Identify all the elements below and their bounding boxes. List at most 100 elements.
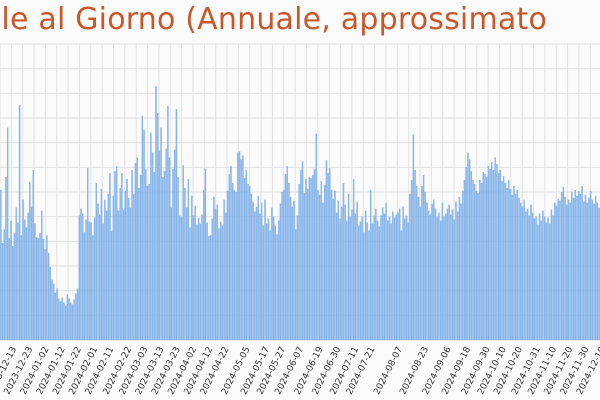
bar <box>122 209 125 341</box>
bar <box>150 132 152 341</box>
bar <box>504 183 507 341</box>
bar <box>139 175 142 341</box>
bar <box>383 213 386 341</box>
bar <box>92 235 94 341</box>
bar <box>458 196 461 341</box>
bar <box>238 151 241 341</box>
bar <box>433 199 435 341</box>
bar <box>359 221 362 341</box>
bar <box>448 204 450 341</box>
bar <box>520 202 522 341</box>
bar <box>501 181 503 341</box>
bar <box>346 220 348 341</box>
bar <box>197 217 200 341</box>
bar <box>93 217 96 341</box>
bar <box>537 224 539 341</box>
bar <box>557 198 559 341</box>
bar <box>472 180 474 341</box>
bar <box>516 189 519 341</box>
bar <box>288 183 290 341</box>
bar <box>513 185 515 341</box>
bar <box>431 203 433 341</box>
bar <box>252 201 254 341</box>
bar <box>485 177 488 341</box>
bar <box>283 189 285 341</box>
bar <box>42 239 45 341</box>
bar <box>220 221 222 341</box>
bar <box>358 225 360 341</box>
bar <box>216 204 219 341</box>
bars-layer <box>0 86 600 341</box>
bar <box>545 222 548 341</box>
bar <box>354 213 357 341</box>
bar <box>554 202 556 341</box>
bar <box>172 169 174 341</box>
bar <box>240 159 242 341</box>
bar <box>153 172 155 341</box>
bar <box>73 299 75 341</box>
bar <box>567 199 570 341</box>
bar <box>455 201 457 341</box>
bar <box>470 171 473 341</box>
bar <box>221 225 224 341</box>
bar <box>155 86 157 341</box>
bar <box>225 212 227 341</box>
bar <box>579 193 582 341</box>
bar <box>289 196 292 341</box>
bar <box>468 159 471 341</box>
bar <box>204 169 207 341</box>
bar <box>296 215 299 341</box>
bar <box>330 189 333 341</box>
bar <box>59 301 62 341</box>
bar <box>450 214 452 341</box>
bar <box>37 238 40 341</box>
bar <box>315 133 317 341</box>
bar <box>482 172 484 341</box>
bar <box>257 195 259 341</box>
bar <box>182 165 184 341</box>
bar <box>17 222 19 341</box>
bar <box>211 218 213 341</box>
bar <box>141 115 144 341</box>
bar <box>332 198 334 341</box>
bar <box>489 169 491 341</box>
bar <box>218 228 220 341</box>
bar <box>213 196 215 341</box>
bar <box>399 208 401 341</box>
bar <box>121 173 123 341</box>
bar <box>419 206 421 341</box>
bar <box>443 216 445 341</box>
bar <box>260 202 263 341</box>
bar <box>185 207 188 341</box>
bar <box>233 189 236 341</box>
bar <box>107 193 109 341</box>
x-tick-labels: 2023-12-132023-12-232024-01-022024-01-12… <box>0 345 600 396</box>
bar <box>298 184 300 341</box>
bar <box>230 166 232 341</box>
bar <box>502 176 505 341</box>
bar <box>572 197 575 341</box>
bar <box>581 185 583 341</box>
bar <box>344 204 346 341</box>
bar <box>555 205 558 341</box>
bar <box>395 214 398 341</box>
bar <box>487 166 490 341</box>
bar <box>438 212 440 341</box>
bar <box>364 210 367 341</box>
bar <box>269 230 271 341</box>
bar <box>235 191 237 341</box>
bar <box>170 207 173 341</box>
bar <box>3 229 5 341</box>
bar <box>511 194 513 341</box>
bar <box>376 220 379 341</box>
bar <box>514 193 517 341</box>
bar <box>81 213 84 341</box>
bar <box>342 183 345 341</box>
bar <box>52 283 55 341</box>
bar <box>390 223 392 341</box>
bar <box>451 209 454 341</box>
bar <box>20 235 23 341</box>
bar <box>312 175 314 341</box>
bar <box>593 203 595 341</box>
